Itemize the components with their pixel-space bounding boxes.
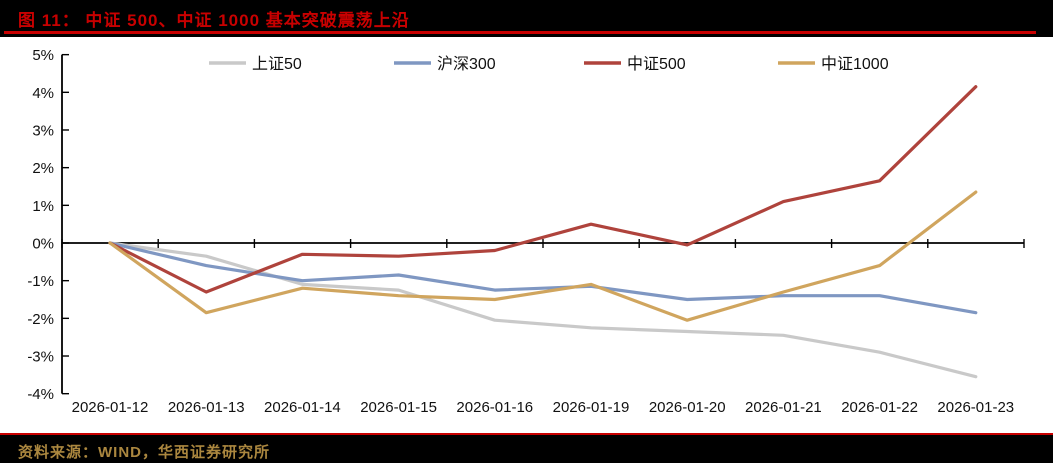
legend-label-沪深300: 沪深300 xyxy=(437,55,496,73)
y-tick-label: 4% xyxy=(32,85,54,102)
x-tick-label: 2026-01-15 xyxy=(360,399,437,416)
series-line-中证500 xyxy=(108,85,978,294)
x-tick-label: 2026-01-16 xyxy=(456,399,533,416)
legend-label-中证500: 中证500 xyxy=(627,55,686,73)
x-tick-label: 2026-01-12 xyxy=(72,399,149,416)
x-tick-label: 2026-01-19 xyxy=(553,399,630,416)
title-underline xyxy=(4,31,1036,34)
x-tick-label: 2026-01-13 xyxy=(168,399,245,416)
chart-svg: 5% 4% 3% 2% 1% 0% -1% -2% -3% -4% 2026-01-12 2026-0… xyxy=(27,47,1025,416)
y-tick-label: 3% xyxy=(32,122,54,139)
legend-label-上证50: 上证50 xyxy=(252,55,302,73)
figure-header: 图 11： 中证 500、中证 1000 基本突破震荡上沿 xyxy=(0,0,1053,37)
footer-divider xyxy=(0,433,1053,435)
x-tick-label: 2026-01-22 xyxy=(841,399,918,416)
y-tick-label: -4% xyxy=(27,386,54,403)
y-tick-label: -2% xyxy=(27,311,54,328)
x-tick-label: 2026-01-21 xyxy=(745,399,822,416)
y-tick-label: -1% xyxy=(27,273,54,290)
x-tick-label: 2026-01-23 xyxy=(937,399,1014,416)
chart-area: 5% 4% 3% 2% 1% 0% -1% -2% -3% -4% 2026-01-12 2026-0… xyxy=(0,37,1053,433)
figure-title: 图 11： 中证 500、中证 1000 基本突破震荡上沿 xyxy=(18,11,410,30)
y-tick-label: 1% xyxy=(32,198,54,215)
y-tick-label: 5% xyxy=(32,47,54,64)
y-tick-label: 0% xyxy=(32,236,54,253)
figure-footer: 资料来源：WIND，华西证券研究所 xyxy=(0,433,1053,463)
legend-label-中证1000: 中证1000 xyxy=(821,55,889,73)
series-line-中证1000 xyxy=(108,190,978,322)
y-tick-label: 2% xyxy=(32,160,54,177)
x-tick-label: 2026-01-20 xyxy=(649,399,726,416)
y-tick-label: -3% xyxy=(27,349,54,366)
source-text: 资料来源：WIND，华西证券研究所 xyxy=(18,444,270,461)
series-line-上证50 xyxy=(108,241,978,379)
x-tick-label: 2026-01-14 xyxy=(264,399,341,416)
